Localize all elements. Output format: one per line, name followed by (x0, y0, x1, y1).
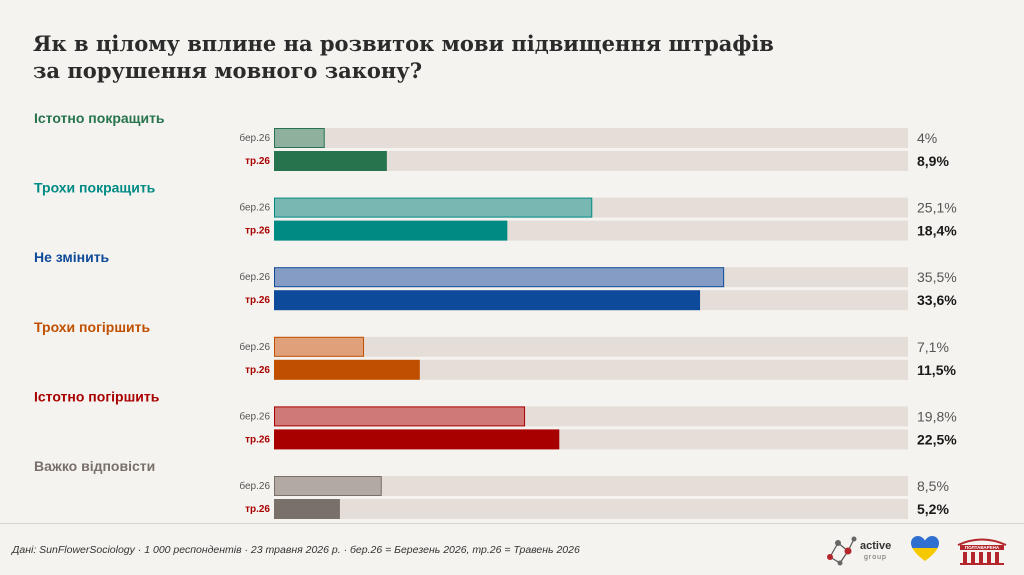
category-label: Істотно погіршить (34, 388, 160, 404)
series-label-may: тр.26 (245, 434, 270, 445)
series-label-march: бер.26 (239, 480, 270, 492)
value-label: 22,5% (917, 431, 957, 447)
value-label: 7,1% (917, 339, 949, 355)
value-label: 25,1% (917, 200, 957, 216)
value-label: 5,2% (917, 501, 949, 517)
series-label-march: бер.26 (239, 271, 270, 283)
footer-divider (0, 523, 1024, 524)
value-label: 8,9% (917, 153, 949, 169)
bar-march-2026 (274, 128, 325, 148)
chart-title-line-2: за порушення мовного закону? (33, 58, 423, 83)
active-group-logo-subtext: group (864, 554, 887, 561)
series-label-may: тр.26 (245, 504, 270, 515)
value-label: 8,5% (917, 478, 949, 494)
bar-may-2026 (274, 151, 387, 171)
ukraine-heart-icon (911, 536, 939, 561)
category-label: Не змінить (34, 249, 110, 265)
bar-chart: Істотно покращить бер.26 4% тр.26 8,9% Трохи … (34, 110, 957, 519)
bar-march-2026 (274, 336, 365, 357)
bar-track (274, 128, 908, 148)
value-label: 11,5% (917, 362, 956, 378)
series-label-may: тр.26 (245, 295, 270, 306)
bar-march-2026 (274, 267, 725, 288)
chart-title-line-1: Як в цілому вплине на розвиток мови підв… (33, 31, 774, 56)
series-label-march: бер.26 (239, 410, 270, 422)
active-group-logo: active group (827, 536, 891, 566)
series-label-may: тр.26 (245, 226, 270, 237)
logo-bar: active group ПОЛТАВАРЕНА (824, 529, 1010, 569)
bar-march-2026 (274, 476, 382, 496)
bar-may-2026 (274, 359, 420, 380)
category-label: Трохи погіршить (34, 319, 150, 335)
series-label-march: бер.26 (239, 341, 270, 353)
poltava-arena-logo-text: ПОЛТАВАРЕНА (965, 545, 1000, 550)
bar-may-2026 (274, 220, 508, 241)
chart-title: Як в цілому вплине на розвиток мови підв… (33, 30, 853, 84)
category-label: Трохи покращить (34, 180, 156, 196)
bar-march-2026 (274, 406, 526, 427)
bar-may-2026 (274, 499, 340, 519)
category-label: Важко відповісти (34, 458, 155, 474)
poltava-arena-logo: ПОЛТАВАРЕНА (957, 538, 1007, 565)
bar-track (274, 359, 908, 380)
series-label-march: бер.26 (239, 132, 270, 144)
source-note: Дані: SunFlowerSociology · 1 000 респонд… (12, 544, 580, 556)
bar-march-2026 (274, 197, 593, 218)
value-label: 18,4% (917, 223, 957, 239)
value-label: 35,5% (917, 269, 957, 285)
bar-track (274, 151, 908, 171)
bar-track (274, 476, 908, 496)
value-label: 4% (917, 130, 937, 146)
bar-track (274, 499, 908, 519)
series-label-march: бер.26 (239, 202, 270, 214)
value-label: 33,6% (917, 292, 957, 308)
series-label-may: тр.26 (245, 365, 270, 376)
bar-may-2026 (274, 290, 701, 311)
bar-track (274, 336, 908, 357)
bar-may-2026 (274, 429, 560, 450)
category-label: Істотно покращить (34, 110, 165, 126)
series-label-may: тр.26 (245, 156, 270, 167)
value-label: 19,8% (917, 408, 957, 424)
active-group-logo-text: active (860, 540, 891, 552)
